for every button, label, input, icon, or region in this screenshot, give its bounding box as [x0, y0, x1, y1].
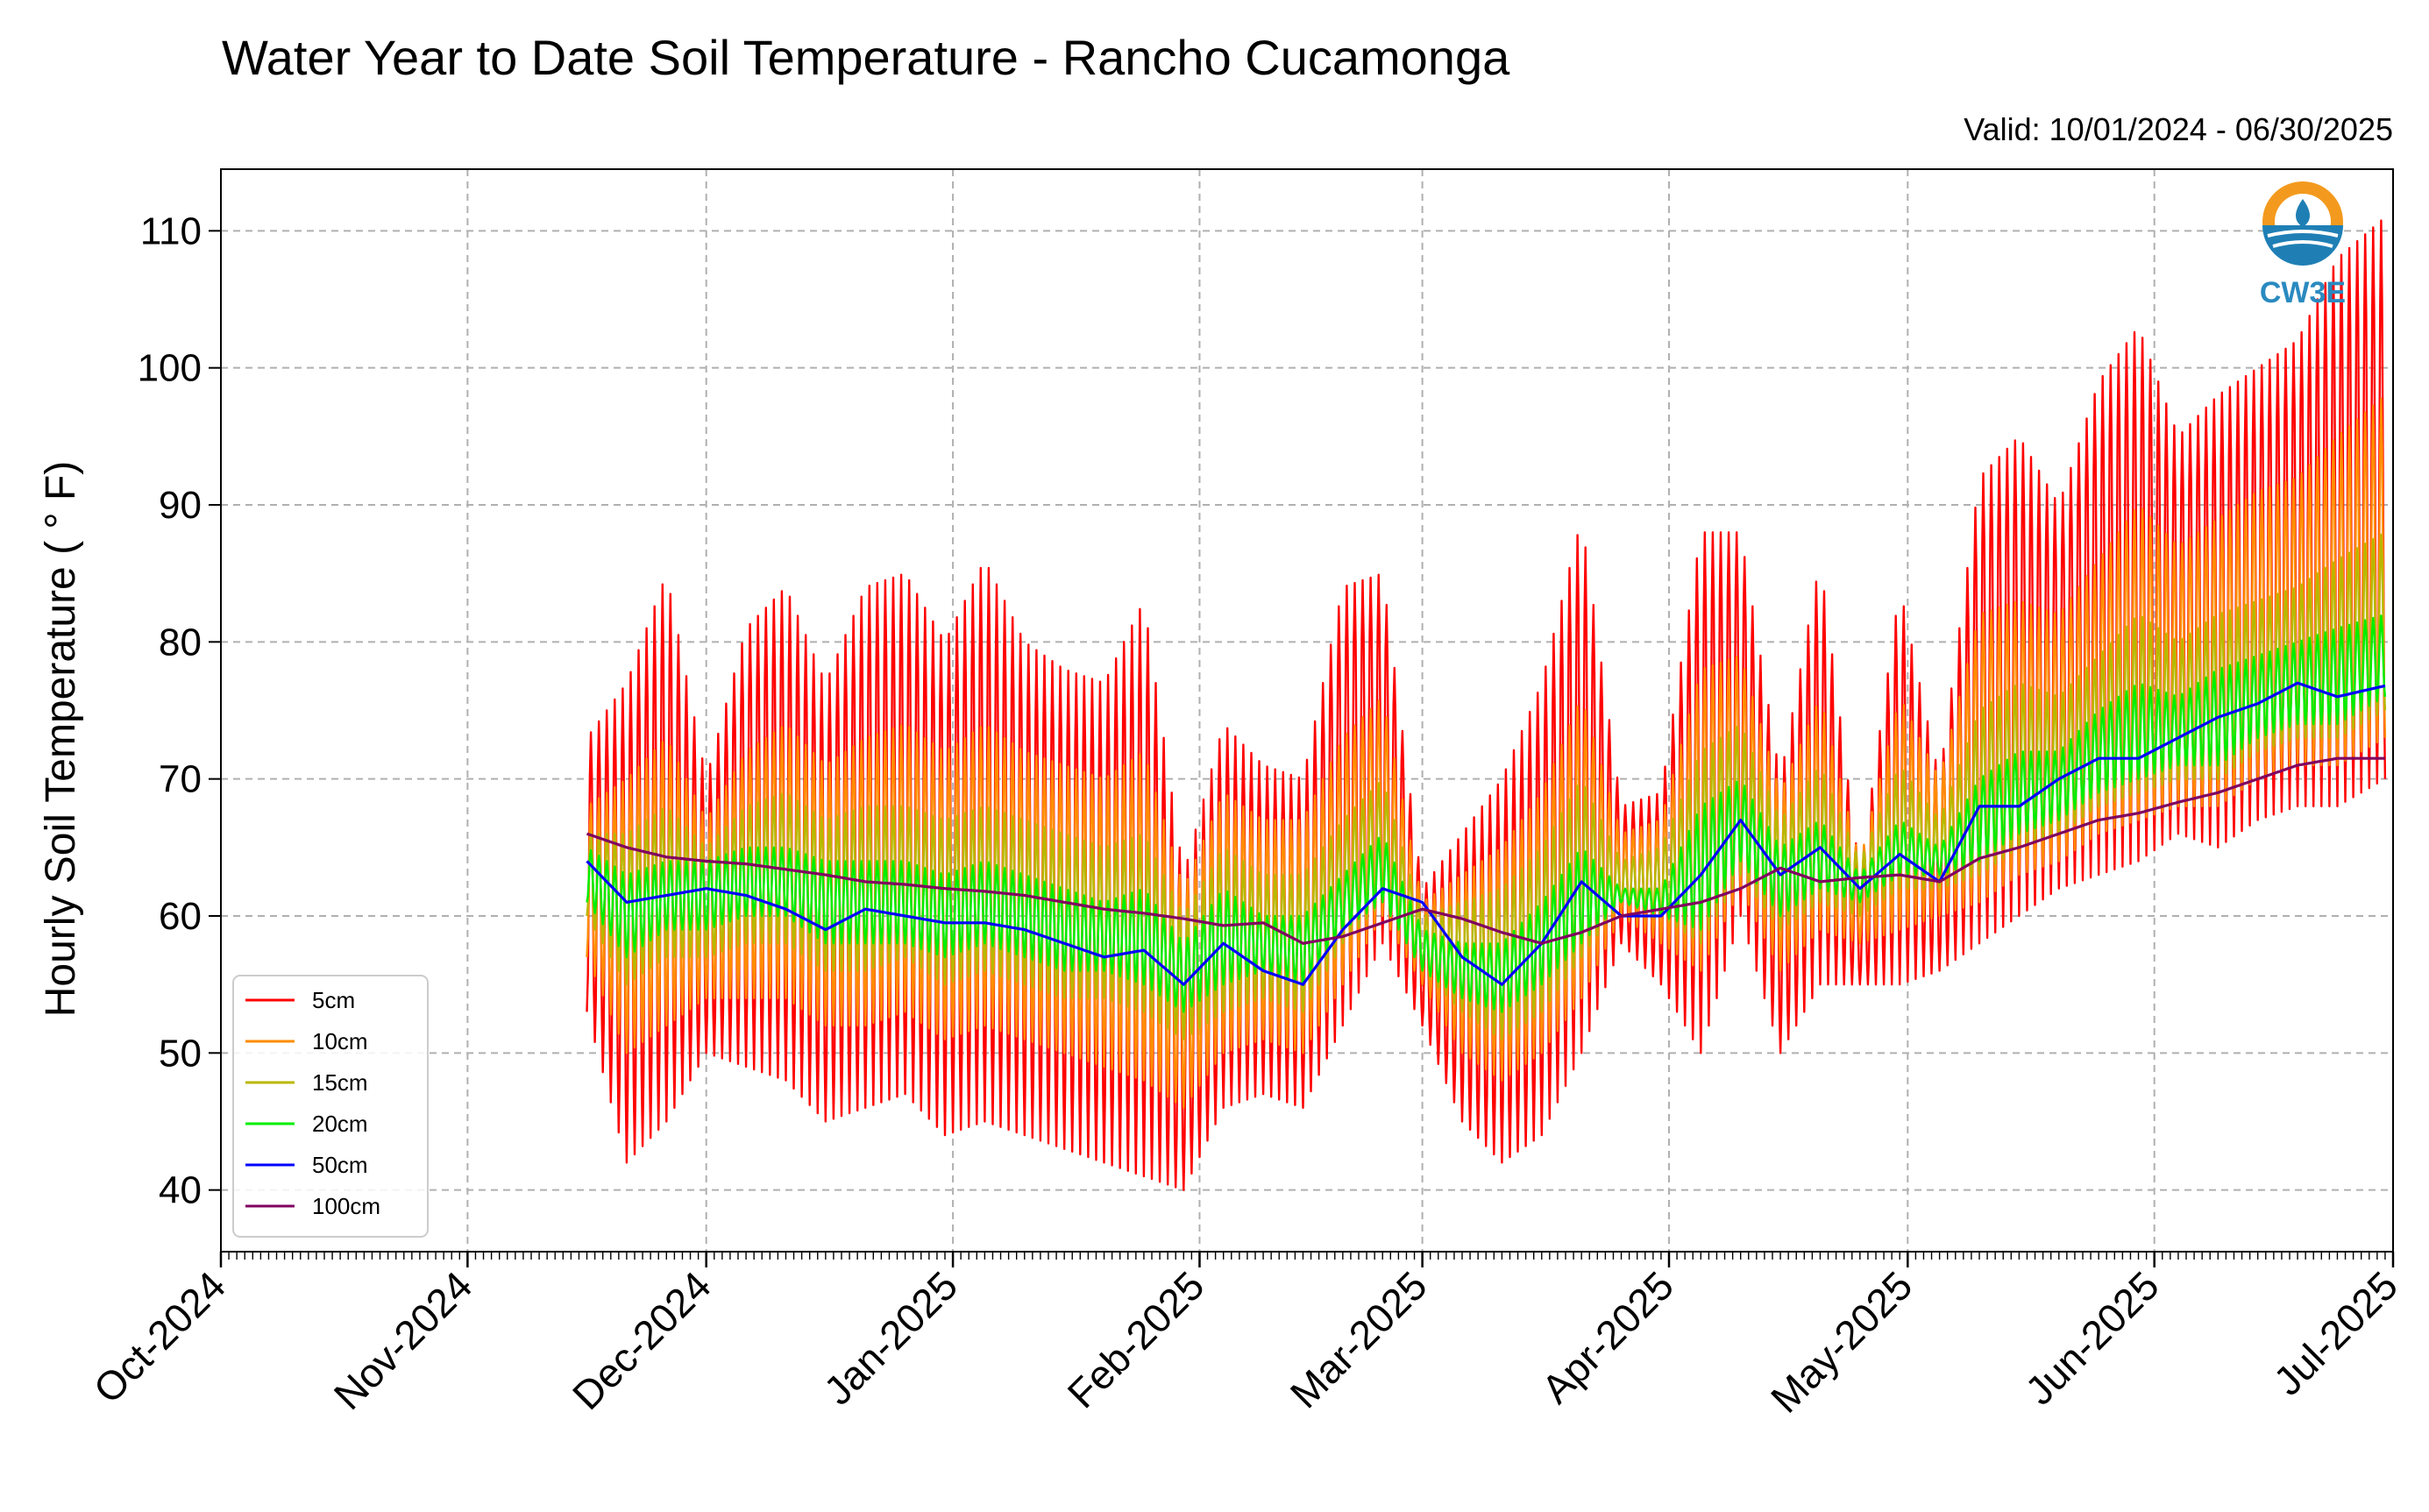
- xtick-label-2025-06-01: Jun-2025: [2016, 1262, 2167, 1413]
- cw3e-logo: CW3E: [2260, 181, 2346, 309]
- xtick-label-2025-07-01: Jul-2025: [2265, 1262, 2407, 1404]
- legend-label-100cm: 100cm: [312, 1193, 380, 1219]
- series-100cm: [586, 756, 2385, 945]
- ytick-label-80: 80: [159, 621, 202, 664]
- plot-frame: [220, 168, 2394, 1253]
- xtick-label-2025-03-01: Mar-2025: [1282, 1262, 1436, 1416]
- series-15cm: [586, 533, 2387, 1040]
- chart-title: Water Year to Date Soil Temperature - Ra…: [222, 30, 1510, 85]
- logo-water: [2262, 225, 2343, 266]
- ytick-label-110: 110: [140, 209, 202, 252]
- xtick-label-2024-10-01: Oct-2024: [85, 1262, 235, 1412]
- ytick-label-90: 90: [159, 484, 202, 527]
- ytick-label-40: 40: [159, 1169, 202, 1212]
- xtick-label-2025-04-01: Apr-2025: [1532, 1262, 1682, 1412]
- legend-label-5cm: 5cm: [312, 987, 355, 1013]
- xtick-label-2025-05-01: May-2025: [1762, 1262, 1921, 1421]
- xtick-label-2025-01-01: Jan-2025: [815, 1262, 966, 1413]
- legend-label-20cm: 20cm: [312, 1111, 368, 1137]
- xtick-label-2024-12-01: Dec-2024: [564, 1262, 720, 1418]
- series-10cm: [586, 397, 2387, 1110]
- legend: 5cm 10cm 15cm 20cm 50cm 100cm: [232, 975, 429, 1238]
- series-group: [586, 219, 2387, 1191]
- logo-drop: [2296, 199, 2310, 227]
- legend-label-50cm: 50cm: [312, 1152, 368, 1178]
- ytick-label-100: 100: [138, 347, 202, 390]
- xtick-label-2024-11-01: Nov-2024: [325, 1262, 481, 1418]
- logo-wave-2: [2272, 240, 2333, 248]
- ytick-label-60: 60: [159, 895, 202, 938]
- series-50cm: [586, 681, 2386, 986]
- logo-text: CW3E: [2260, 276, 2346, 309]
- ytick-label-50: 50: [159, 1032, 202, 1075]
- series-5cm: [586, 219, 2387, 1191]
- xtick-label-2025-02-01: Feb-2025: [1059, 1262, 1213, 1416]
- grid: [221, 169, 2393, 1252]
- legend-label-15cm: 15cm: [312, 1069, 368, 1096]
- chart-subtitle: Valid: 10/01/2024 - 06/30/2025: [1964, 111, 2393, 147]
- logo-wave-1: [2267, 230, 2339, 238]
- y-axis-label: Hourly Soil Temperature ( ° F): [38, 461, 84, 1018]
- ytick-label-70: 70: [159, 758, 202, 801]
- legend-label-10cm: 10cm: [312, 1028, 368, 1054]
